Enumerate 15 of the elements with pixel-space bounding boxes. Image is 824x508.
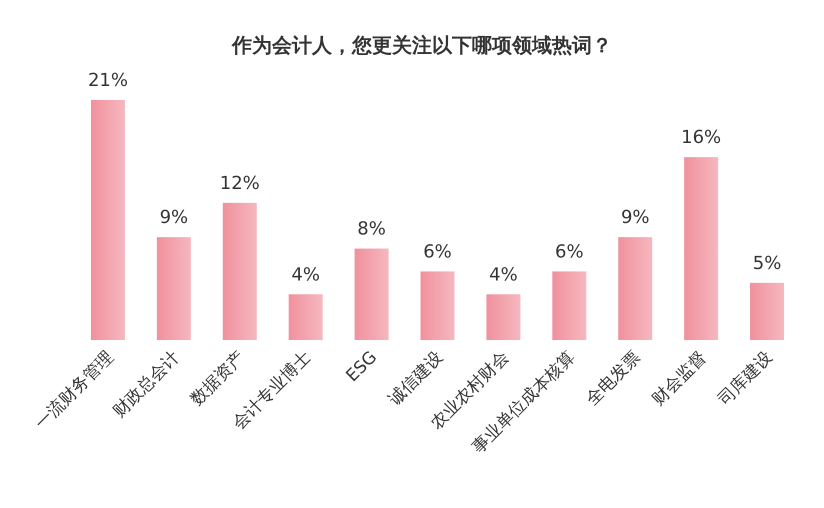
data-label: 8% bbox=[357, 218, 386, 240]
data-label: 6% bbox=[423, 241, 452, 262]
x-tick-label: 财会监督 bbox=[648, 347, 711, 410]
data-label: 9% bbox=[620, 207, 650, 228]
chart-title: 作为会计人，您更关注以下哪项领域热词？ bbox=[231, 33, 612, 57]
data-label: 4% bbox=[489, 264, 518, 286]
data-label: 16% bbox=[681, 127, 722, 148]
data-label: 21% bbox=[88, 70, 128, 91]
x-tick-label: 司库建设 bbox=[714, 347, 777, 410]
data-label: 9% bbox=[160, 207, 188, 228]
x-tick-label: 全电发票 bbox=[582, 347, 645, 410]
data-label: 5% bbox=[752, 252, 782, 274]
data-label: 12% bbox=[220, 172, 260, 194]
data-label: 4% bbox=[291, 264, 320, 286]
data-label: 6% bbox=[555, 241, 584, 262]
